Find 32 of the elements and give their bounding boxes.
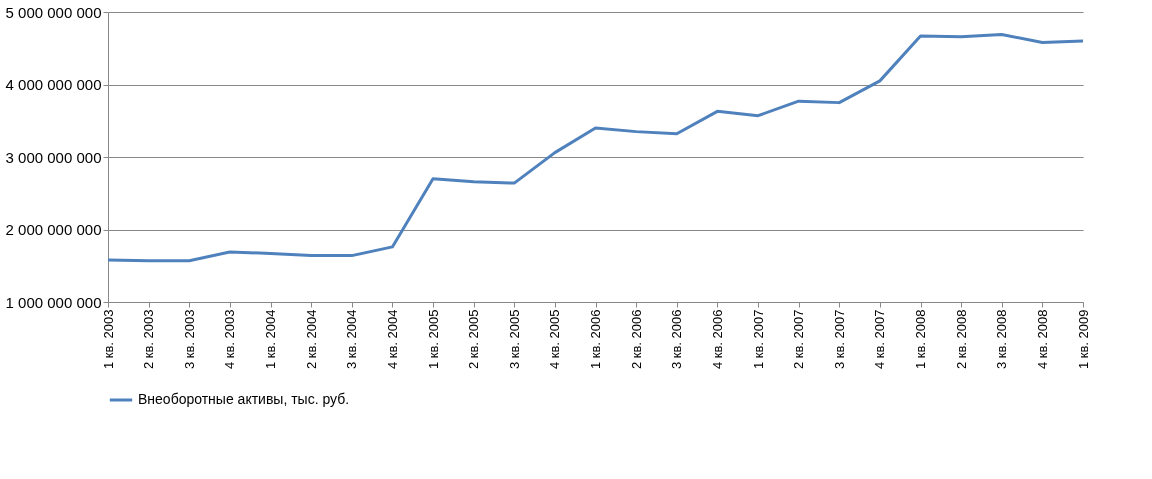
x-tick-label: 3 кв. 2008 — [994, 309, 1010, 370]
x-tick-label: 4 кв. 2007 — [872, 309, 888, 370]
x-tick-label: 2 кв. 2007 — [791, 309, 807, 370]
x-tick-label: 1 кв. 2004 — [263, 309, 278, 370]
x-tick-label: 2 кв. 2005 — [466, 309, 482, 370]
x-tick-label: 4 кв. 2004 — [384, 309, 400, 370]
x-tick-label: 3 кв. 2007 — [831, 309, 847, 370]
y-tick-label: 1 000 000 000 — [5, 293, 102, 311]
x-tick-label: 4 кв. 2005 — [547, 309, 563, 370]
y-tick-label: 4 000 000 000 — [5, 76, 102, 93]
x-tick-label: 1 кв. 2006 — [588, 309, 603, 370]
x-tick-label: 3 кв. 2006 — [669, 309, 685, 370]
x-tick-label: 4 кв. 2008 — [1034, 309, 1050, 370]
y-tick-label: 2 000 000 000 — [5, 221, 102, 238]
x-tick-label: 3 кв. 2004 — [344, 309, 360, 370]
x-tick-label: 1 кв. 2005 — [425, 309, 441, 370]
x-tick-label: 1 кв. 2008 — [913, 309, 928, 370]
x-tick-label: 3 кв. 2005 — [506, 309, 522, 370]
x-tick-label: 4 кв. 2006 — [709, 309, 725, 370]
line-series — [106, 32, 1085, 263]
x-tick-label: 2 кв. 2004 — [303, 309, 319, 370]
x-tick-label: 2 кв. 2006 — [628, 309, 644, 370]
y-tick-label: 5 000 000 000 — [5, 3, 102, 21]
x-tick-label: 2 кв. 2008 — [953, 309, 969, 370]
x-tick-label: 1 кв. 2003 — [100, 309, 116, 370]
y-tick-label: 3 000 000 000 — [5, 148, 102, 166]
legend-label: Внеоборотные активы, тыс. руб. — [138, 391, 350, 407]
x-tick-label: 1 кв. 2009 — [1075, 309, 1091, 370]
x-tick-label: 1 кв. 2007 — [750, 309, 766, 370]
x-tick-label: 3 кв. 2003 — [181, 309, 197, 370]
x-tick-label: 4 кв. 2003 — [222, 309, 238, 370]
x-tick-label: 2 кв. 2003 — [141, 309, 157, 370]
